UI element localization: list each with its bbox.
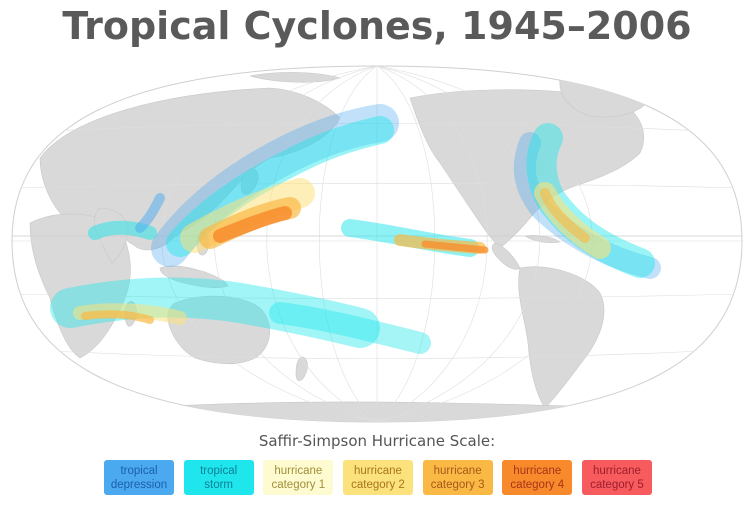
track-south-indian-cat3 — [81, 310, 154, 324]
legend-hurricane-category-4: hurricane category 4 — [502, 460, 573, 495]
legend-heading: Saffir-Simpson Hurricane Scale: — [258, 432, 496, 450]
track-west-pacific-cat4 — [213, 206, 292, 243]
world-map — [0, 58, 754, 430]
legend-tropical-storm: tropical storm — [183, 460, 254, 495]
land-japan — [240, 168, 259, 195]
legend-tropical-depression: tropical depression — [104, 460, 174, 495]
land-indonesia — [159, 265, 229, 288]
land-south-america — [518, 266, 605, 409]
land-antarctica — [19, 401, 741, 422]
track-west-pacific-depression — [151, 104, 399, 267]
land-arctic-islands — [249, 72, 342, 83]
legend-hurricane-category-5: hurricane category 5 — [581, 460, 652, 495]
legend-hurricane-category-2: hurricane category 2 — [342, 460, 413, 495]
legend-hurricane-category-3: hurricane category 3 — [422, 460, 493, 495]
track-south-pacific-storm — [269, 302, 431, 354]
track-east-pacific-cat4 — [421, 240, 489, 254]
track-atlantic-cat3 — [540, 188, 590, 243]
hurricane-scale-legend: tropical depression tropical storm hurri… — [104, 460, 652, 496]
cyclone-tracks — [50, 104, 661, 354]
legend-hurricane-category-1: hurricane category 1 — [263, 460, 334, 495]
track-north-indian-storm — [88, 220, 157, 240]
map-title: Tropical Cyclones, 1945–2006 — [62, 4, 692, 48]
track-south-indian-storm — [50, 277, 380, 348]
track-north-indian-depression — [135, 193, 165, 233]
cyclone-track-map — [11, 65, 743, 423]
land-central-america — [491, 242, 521, 270]
